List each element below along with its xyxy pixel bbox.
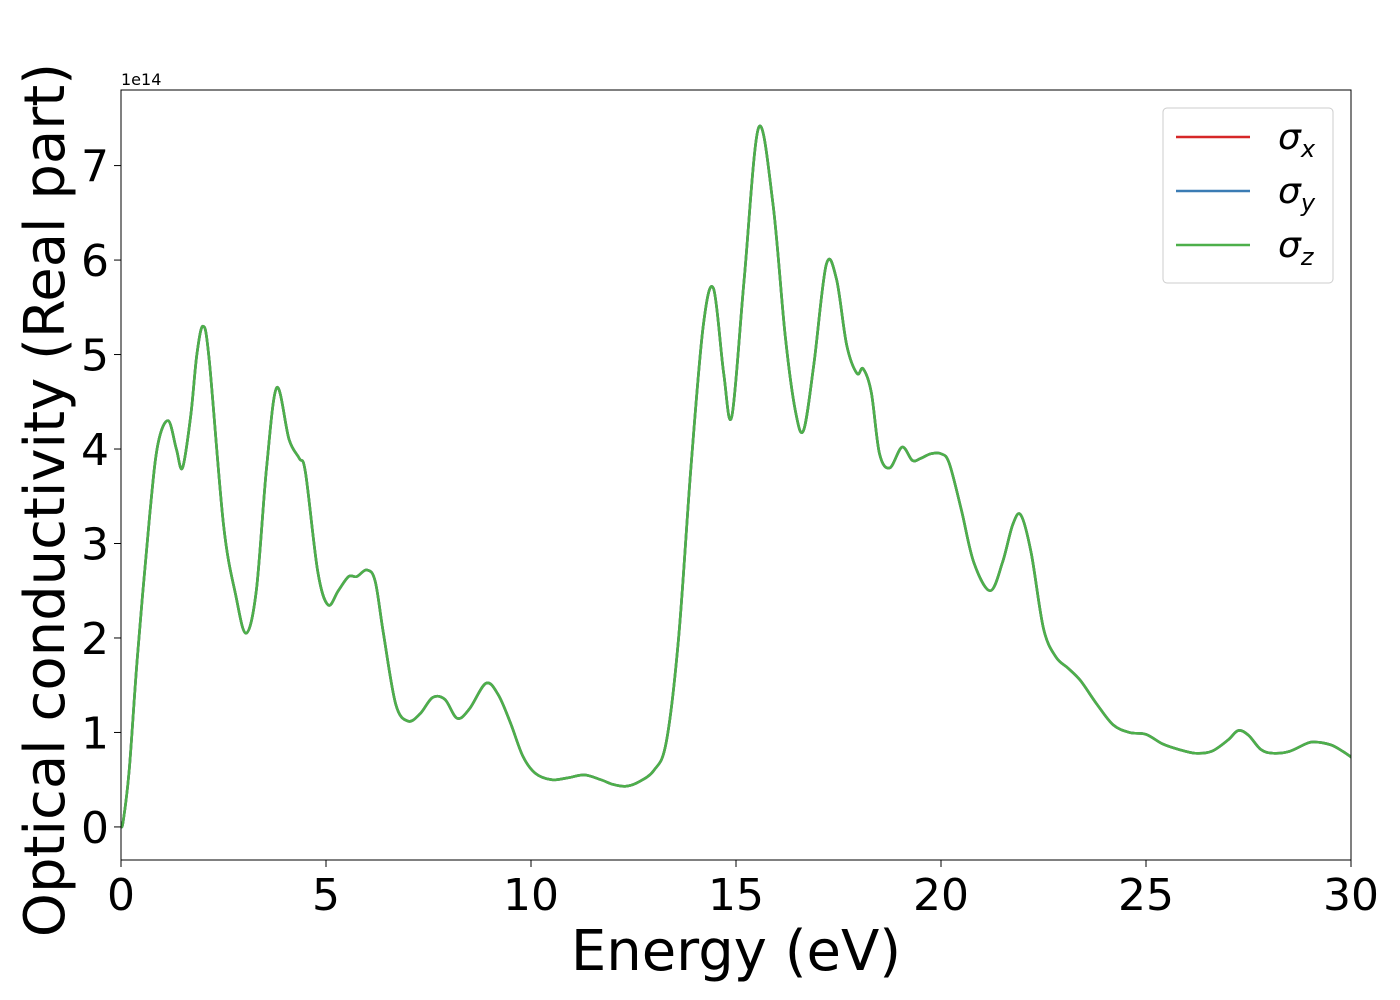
x-tick-label: 10: [503, 870, 559, 921]
x-tick-label: 15: [708, 870, 764, 921]
x-axis-ticks: 0 5 10 15 20 25 30: [107, 860, 1379, 921]
legend-box: [1162, 107, 1334, 284]
legend-subscript-1: x: [1300, 135, 1316, 163]
y-axis-ticks: 0 1 2 3 4 5 6 7: [81, 142, 121, 854]
y-axis-offset-text: 1e14: [121, 70, 161, 89]
series-line-3: [121, 124, 1351, 829]
x-tick-label: 25: [1118, 870, 1174, 921]
y-tick-label: 3: [81, 519, 109, 570]
x-tick-label: 5: [312, 870, 340, 921]
y-tick-label: 7: [81, 142, 109, 193]
y-tick-label: 4: [81, 425, 109, 476]
y-tick-label: 1: [81, 708, 109, 759]
legend-subscript-3: z: [1300, 243, 1315, 271]
x-tick-label: 20: [913, 870, 969, 921]
x-axis-label: Energy (eV): [571, 919, 901, 984]
y-tick-label: 5: [81, 331, 109, 382]
y-tick-label: 0: [81, 803, 109, 854]
series-layer: [121, 124, 1351, 829]
x-tick-label: 30: [1323, 870, 1379, 921]
legend-subscript-2: y: [1300, 189, 1316, 217]
x-tick-label: 0: [107, 870, 135, 921]
y-tick-label: 2: [81, 614, 109, 665]
y-tick-label: 6: [81, 236, 109, 287]
y-axis-label: Optical conductivity (Real part): [13, 63, 78, 937]
